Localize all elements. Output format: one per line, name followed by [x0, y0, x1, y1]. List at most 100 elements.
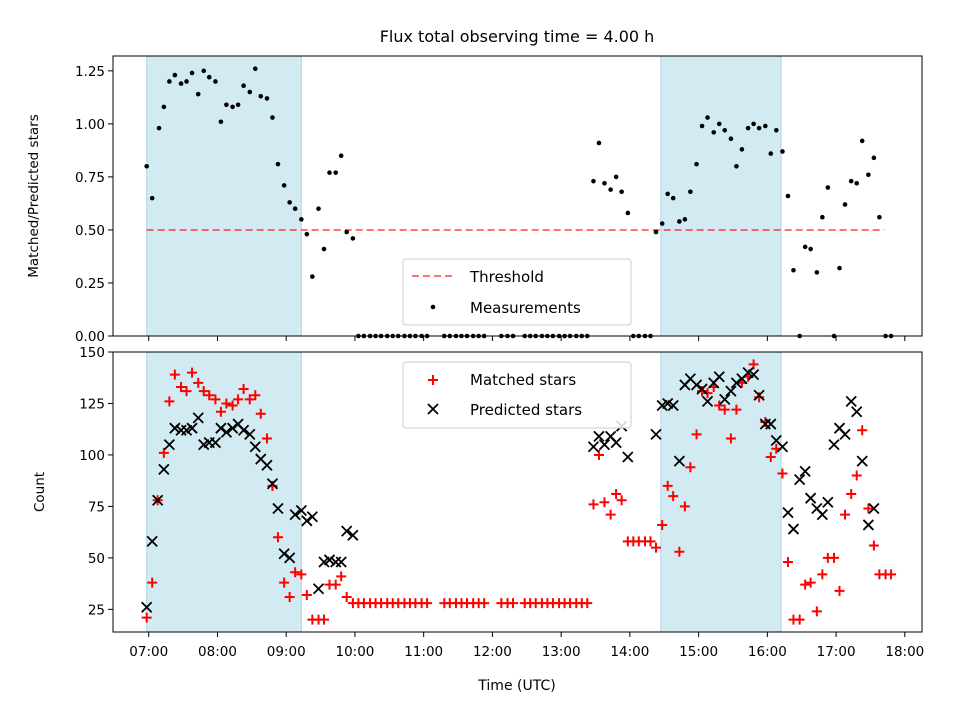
bottom-panel: 25 50 75 100 125 150 07:00 08:00 09:00 10:00 11:0…	[32, 345, 924, 694]
measurement-point	[327, 170, 332, 175]
measurement-point	[195, 91, 201, 97]
matched-star-point	[233, 394, 244, 405]
predicted-star-point	[163, 439, 175, 451]
x-tick-label: 12:00	[473, 644, 512, 660]
y-tick-label: 0.25	[75, 276, 105, 292]
measurement-point	[292, 206, 298, 212]
predicted-star-point	[856, 455, 868, 467]
x-tick-label: 08:00	[198, 644, 237, 660]
matched-star-point	[255, 408, 266, 419]
measurement-point	[602, 180, 607, 186]
matched-star-point	[210, 394, 221, 405]
predicted-star-point	[244, 428, 256, 440]
predicted-star-point	[278, 548, 290, 560]
measurement-point	[613, 174, 619, 180]
shaded-interval	[660, 55, 782, 337]
predicted-star-point	[341, 525, 353, 537]
matched-star-point	[187, 367, 198, 378]
measurement-point	[299, 217, 304, 222]
top-y-axis-label: Matched/Predicted stars	[26, 114, 42, 277]
measurement-point	[716, 121, 722, 127]
legend-predicted-swatch	[427, 403, 439, 415]
predicted-star-point	[828, 439, 840, 451]
matched-star-point	[158, 447, 169, 458]
matched-star-point	[267, 480, 278, 491]
measurement-point	[247, 89, 253, 95]
matched-star-point	[650, 542, 661, 553]
predicted-star-point	[289, 509, 301, 521]
y-tick-label: 0.50	[75, 223, 105, 239]
measurement-point	[224, 102, 229, 108]
predicted-star-point	[226, 422, 239, 434]
matched-star-point	[169, 369, 180, 380]
measurement-point	[281, 183, 287, 188]
matched-star-point	[605, 509, 616, 520]
matched-star-point	[668, 491, 679, 502]
measurement-point	[670, 195, 676, 201]
measurement-point	[739, 147, 745, 152]
measurement-point	[275, 161, 281, 167]
bottom-x-ticks: 07:00 08:00 09:00 10:00 11:00 12:00 13:00 14:00…	[129, 632, 924, 660]
matched-star-point	[794, 614, 805, 625]
matched-star-point	[147, 577, 158, 588]
measurement-point	[144, 164, 149, 169]
predicted-star-point	[805, 492, 817, 504]
matched-star-point	[691, 429, 702, 440]
predicted-star-point	[730, 377, 743, 389]
measurement-point	[751, 121, 756, 127]
predicted-star-point	[158, 463, 170, 475]
x-tick-label: 09:00	[267, 644, 306, 660]
predicted-star-point	[220, 426, 233, 438]
measurement-point	[694, 161, 699, 167]
predicted-star-point	[650, 428, 662, 440]
matched-star-point	[227, 400, 238, 411]
matched-star-point	[319, 614, 330, 625]
matched-star-point	[336, 571, 347, 582]
measurement-point	[677, 219, 682, 224]
predicted-star-point	[186, 422, 198, 434]
top-legend: Threshold Measurements	[402, 258, 632, 326]
measurement-point	[608, 187, 613, 192]
matched-star-point	[422, 598, 433, 609]
measurement-point	[591, 178, 596, 184]
predicted-star-point	[152, 494, 164, 506]
predicted-star-point	[725, 385, 737, 397]
predicted-star-point	[237, 424, 250, 436]
bottom-legend: Matched stars Predicted stars	[402, 361, 632, 429]
top-x-ticks	[148, 336, 906, 341]
measurement-point	[682, 217, 688, 222]
predicted-star-point	[261, 459, 273, 471]
measurement-point	[213, 79, 218, 84]
matched-star-point	[204, 390, 215, 401]
measurement-point	[773, 127, 779, 133]
predicted-star-point	[845, 395, 857, 408]
matched-star-point	[250, 390, 261, 401]
measurement-point	[859, 138, 865, 144]
predicted-star-point	[822, 496, 834, 508]
measurement-point	[877, 214, 882, 220]
matched-star-point	[330, 579, 341, 590]
shaded-interval	[146, 351, 302, 633]
y-tick-label: 1.00	[75, 117, 105, 133]
shaded-interval	[146, 55, 302, 337]
predicted-star-point	[266, 478, 279, 490]
matched-star-point	[697, 386, 708, 397]
predicted-star-point	[765, 418, 777, 430]
predicted-star-point	[598, 439, 611, 451]
matched-star-point	[702, 388, 713, 399]
matched-star-point	[754, 392, 765, 403]
figure-title: Flux total observing time = 4.00 h	[380, 27, 655, 46]
matched-star-point	[725, 433, 736, 444]
measurement-point	[338, 153, 344, 158]
matched-star-point	[198, 386, 209, 397]
measurement-point	[745, 125, 751, 131]
matched-star-point	[662, 480, 673, 491]
measurement-point	[842, 202, 848, 207]
measurement-point	[653, 229, 659, 235]
matched-star-point	[164, 396, 175, 407]
matched-star-point	[817, 569, 828, 580]
measurement-point	[768, 151, 774, 156]
predicted-star-point	[667, 399, 679, 412]
matched-star-point	[846, 489, 857, 500]
